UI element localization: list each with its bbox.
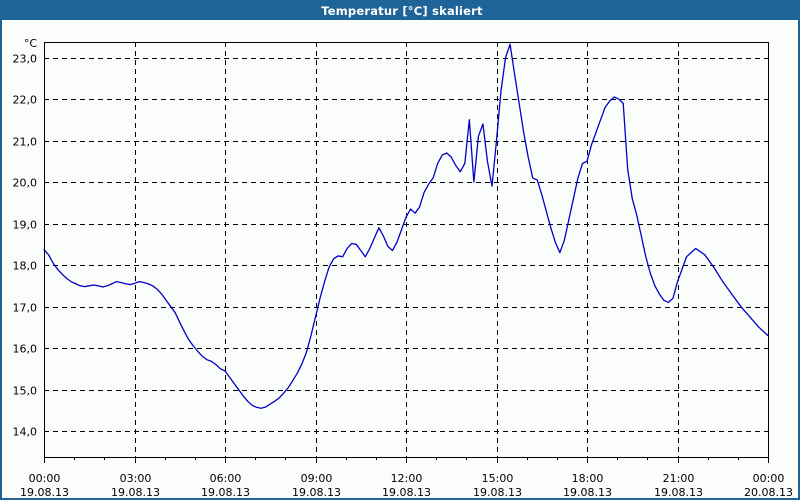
y-tick-label: 17,0 <box>13 302 38 315</box>
y-axis-unit-label: °C <box>24 37 38 50</box>
window-title-bar: Temperatur [°C] skaliert <box>2 2 798 20</box>
y-tick-label: 22,0 <box>13 94 38 107</box>
y-tick-label: 20,0 <box>13 177 38 190</box>
y-tick-label: 18,0 <box>13 260 38 273</box>
plot-frame <box>43 41 770 459</box>
x-tick-date-label: 19.08.13 <box>292 486 341 499</box>
x-tick-date-label: 19.08.13 <box>382 486 431 499</box>
y-tick-label: 15,0 <box>13 385 38 398</box>
x-tick-time-label: 15:00 <box>482 472 514 485</box>
x-tick-time-label: 21:00 <box>663 472 695 485</box>
y-tick-label: 23,0 <box>13 53 38 66</box>
x-tick-date-label: 19.08.13 <box>563 486 612 499</box>
x-tick-date-label: 19.08.13 <box>473 486 522 499</box>
x-tick-time-label: 18:00 <box>572 472 604 485</box>
y-tick-label: 16,0 <box>13 343 38 356</box>
y-tick-label: 14,0 <box>13 426 38 439</box>
y-tick-label: 21,0 <box>13 136 38 149</box>
x-tick-date-label: 19.08.13 <box>654 486 703 499</box>
x-tick-date-label: 19.08.13 <box>20 486 69 499</box>
y-tick-label: 19,0 <box>13 219 38 232</box>
temperature-series-line <box>43 43 769 409</box>
x-tick-time-label: 09:00 <box>301 472 333 485</box>
x-tick-time-label: 00:00 <box>753 472 785 485</box>
x-tick-time-label: 00:00 <box>29 472 61 485</box>
x-tick-date-label: 20.08.13 <box>744 486 793 499</box>
chart-plot-area: 14,0 15,0 16,0 17,0 18,0 19,0 20,0 21,0 22,0 23,0… <box>2 20 798 499</box>
x-tick-time-label: 12:00 <box>391 472 423 485</box>
page-title: Temperatur [°C] skaliert <box>321 4 483 18</box>
x-tick-date-label: 19.08.13 <box>111 486 160 499</box>
x-tick-date-label: 19.08.13 <box>201 486 250 499</box>
x-tick-time-label: 06:00 <box>210 472 242 485</box>
temperature-line-chart: 14,0 15,0 16,0 17,0 18,0 19,0 20,0 21,0 22,0 23,0… <box>13 37 793 499</box>
x-tick-time-label: 03:00 <box>120 472 152 485</box>
